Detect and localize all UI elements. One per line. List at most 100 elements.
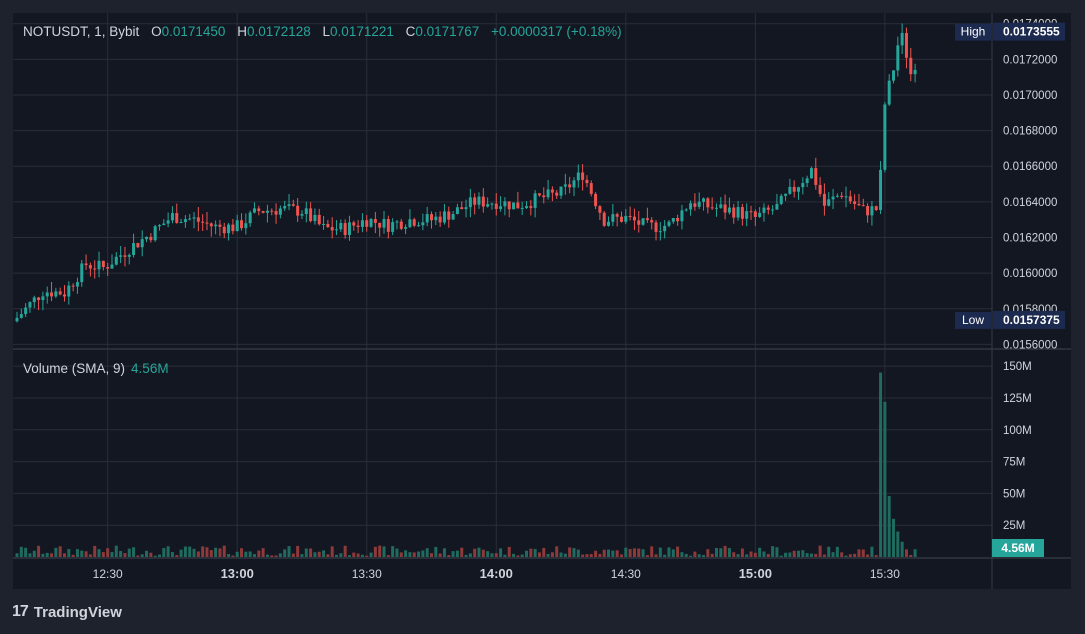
candle-body: [861, 205, 865, 207]
time-tick-label: 15:00: [739, 566, 772, 581]
candle-body: [455, 207, 459, 215]
tradingview-brand[interactable]: 17 TradingView: [12, 603, 122, 621]
time-tick-label: 14:00: [480, 566, 513, 581]
volume-bar: [585, 554, 589, 557]
candle-body: [909, 57, 913, 75]
volume-bar: [455, 550, 459, 557]
volume-bar: [464, 554, 468, 557]
volume-bar: [343, 545, 347, 557]
candle-body: [464, 207, 468, 210]
candle-body: [32, 297, 36, 303]
volume-bar: [559, 552, 563, 557]
high-value: 0.0172128: [246, 24, 311, 39]
candle-body: [797, 187, 801, 192]
interval[interactable]: 1: [94, 24, 102, 39]
candle-body: [641, 218, 645, 225]
candle-body: [611, 214, 615, 222]
candle-body: [248, 212, 252, 224]
volume-bar: [408, 552, 412, 557]
volume-bar: [330, 546, 334, 557]
candle-body: [835, 195, 839, 197]
symbol-name[interactable]: NOTUSDT: [23, 24, 87, 39]
volume-bar: [404, 550, 408, 557]
volume-bar: [732, 552, 736, 557]
candle-body: [205, 222, 209, 224]
candle-body: [252, 208, 256, 213]
candles: [15, 23, 917, 323]
volume-bar: [240, 548, 244, 557]
candle-body: [399, 221, 403, 229]
candle-body: [192, 217, 196, 219]
volume-bar: [24, 547, 28, 557]
volume-bar: [481, 549, 485, 557]
candle-body: [494, 203, 498, 209]
time-tick-label: 12:30: [93, 567, 123, 581]
price-tick-label: 0.0166000: [1003, 161, 1057, 173]
candle-body: [853, 201, 857, 204]
volume-bar: [140, 554, 144, 557]
candle-body: [382, 219, 386, 228]
price-tick-label: 0.0162000: [1003, 233, 1057, 245]
candle-body: [97, 260, 101, 270]
candle-body: [175, 213, 179, 223]
candle-body: [632, 216, 636, 221]
candle-body: [900, 32, 904, 46]
candle-body: [425, 214, 429, 223]
candle-body: [809, 168, 813, 179]
candle-body: [369, 219, 373, 227]
candle-body: [481, 196, 485, 207]
candle-body: [598, 206, 602, 213]
candle-body: [317, 214, 321, 225]
volume-bar: [84, 551, 88, 557]
volume-bar: [75, 549, 79, 557]
volume-legend-label[interactable]: Volume (SMA, 9): [23, 361, 126, 376]
candle-body: [516, 202, 520, 209]
volume-bar: [412, 552, 416, 557]
candle-body: [676, 218, 680, 222]
candle-body: [127, 254, 131, 257]
candle-body: [347, 222, 351, 236]
candle-body: [866, 206, 870, 216]
candle-body: [581, 172, 585, 180]
candle-body: [391, 222, 395, 232]
volume-bar: [170, 552, 174, 557]
volume-bar: [369, 552, 373, 557]
volume-bar: [801, 550, 805, 557]
volume-bar: [529, 548, 533, 557]
volume-pane[interactable]: [13, 350, 1071, 557]
volume-bar: [684, 553, 688, 557]
candle-body: [41, 296, 45, 301]
candle-body: [313, 214, 317, 222]
volume-bar: [615, 550, 619, 557]
volume-bar: [702, 555, 706, 557]
volume-bar: [512, 553, 516, 557]
volume-bar: [507, 546, 511, 557]
candle-body: [745, 211, 749, 219]
candle-body: [149, 236, 153, 241]
candle-body: [140, 239, 144, 248]
low-tag-label: Low: [962, 313, 984, 327]
candle-body: [110, 264, 114, 269]
candle-body: [848, 196, 852, 202]
candle-body: [339, 223, 343, 230]
high-label: H: [237, 24, 247, 39]
candle-body: [680, 210, 684, 222]
candle-body: [658, 231, 662, 233]
volume-bar: [304, 548, 308, 557]
candle-body: [697, 201, 701, 207]
volume-bar: [857, 549, 861, 557]
candle-body: [214, 224, 218, 227]
price-pane[interactable]: [13, 13, 1071, 348]
time-axis[interactable]: [13, 559, 1071, 589]
volume-bar: [227, 554, 231, 557]
candle-body: [408, 219, 412, 228]
candle-body: [507, 201, 511, 210]
candle-body: [430, 214, 434, 221]
volume-bar: [714, 547, 718, 557]
candle-body: [740, 207, 744, 219]
candle-body: [594, 193, 598, 207]
volume-bar: [628, 549, 632, 557]
candle-body: [663, 225, 667, 232]
